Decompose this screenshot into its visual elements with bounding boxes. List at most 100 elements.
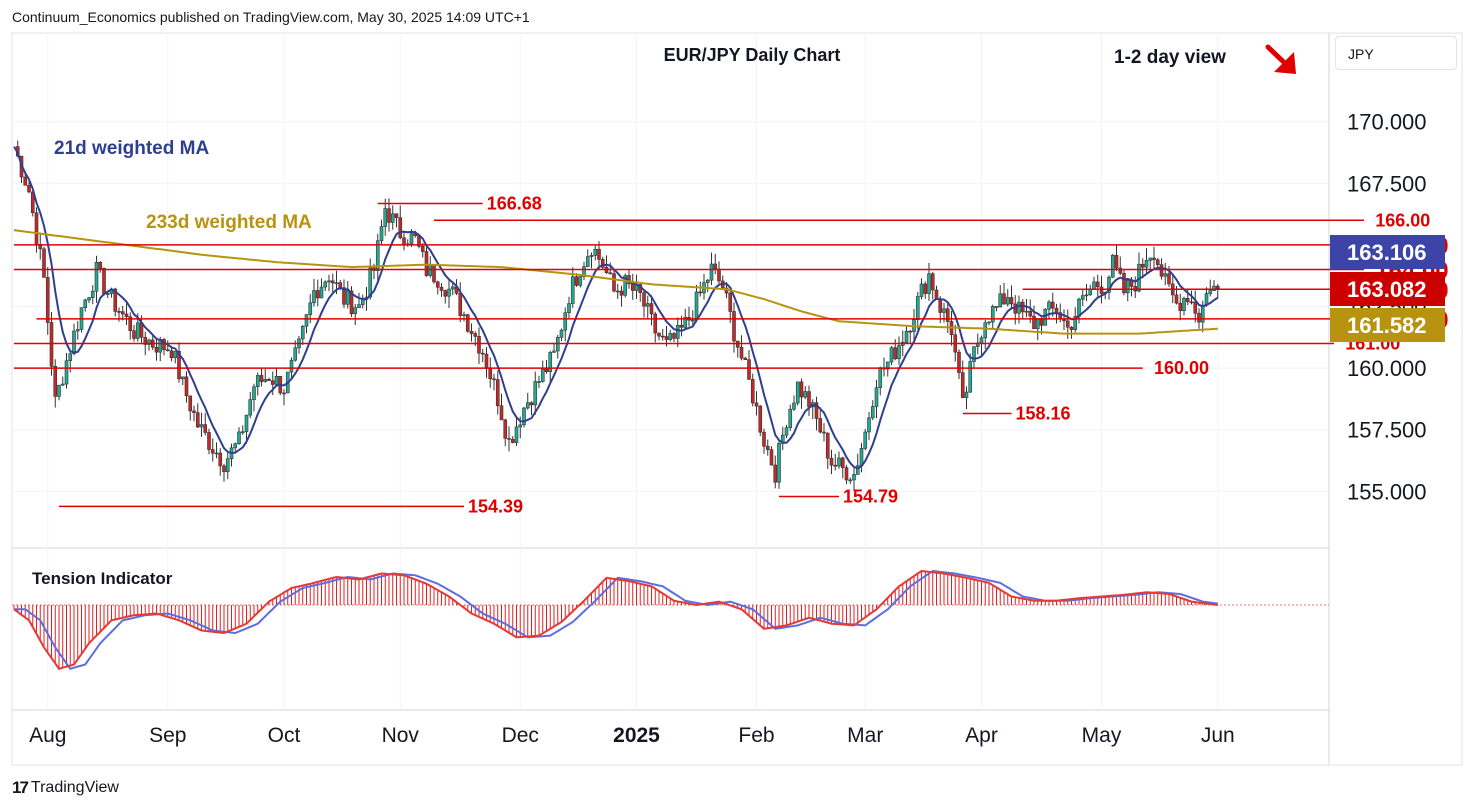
candle-body	[147, 339, 151, 345]
candle	[87, 296, 91, 304]
candle-body	[173, 350, 178, 359]
candle	[229, 443, 234, 467]
ma21-line	[13, 146, 1219, 470]
candle-body	[878, 367, 883, 389]
symbol-label-box[interactable]: JPY	[1335, 36, 1457, 70]
candle	[870, 400, 875, 421]
candle-body	[762, 431, 766, 447]
candle	[848, 477, 853, 485]
candle	[83, 298, 88, 312]
candle-body	[698, 291, 703, 294]
candle-body	[94, 261, 99, 292]
candle-body	[458, 293, 463, 316]
candle-body	[1002, 293, 1006, 305]
candle-body	[143, 336, 148, 345]
candle-body	[154, 346, 159, 353]
candle-body	[1024, 310, 1029, 313]
candle	[769, 446, 774, 466]
candle	[304, 314, 309, 334]
candle	[405, 239, 410, 247]
price-badge-value: 161.582	[1347, 313, 1427, 338]
candle	[792, 395, 796, 411]
candle	[469, 323, 474, 342]
candle	[844, 464, 849, 485]
candle	[597, 241, 601, 271]
candle	[795, 381, 800, 406]
candle-body	[585, 256, 590, 267]
candle-body	[529, 402, 534, 406]
candle	[514, 417, 519, 447]
candle	[443, 289, 448, 304]
candle	[488, 357, 493, 388]
candle-body	[1088, 288, 1093, 296]
candle-body	[23, 176, 28, 186]
candle	[330, 273, 335, 293]
candle	[668, 329, 673, 342]
candle	[994, 306, 999, 312]
candle-body	[353, 307, 358, 315]
x-tick-label: Nov	[382, 724, 420, 747]
candle	[859, 443, 864, 473]
candle-body	[994, 306, 999, 308]
candle-body	[225, 458, 230, 473]
candle	[353, 303, 358, 326]
candle-body	[447, 288, 451, 297]
candle-body	[570, 276, 575, 304]
candle	[1114, 245, 1119, 272]
candle-body	[432, 264, 436, 283]
candle	[195, 403, 200, 429]
candle-body	[477, 336, 481, 354]
candle-body	[480, 352, 485, 355]
candle-body	[267, 379, 271, 382]
candle	[180, 376, 185, 385]
candle	[927, 262, 931, 302]
candle	[593, 244, 598, 261]
candle	[252, 383, 256, 412]
level-label: 160.00	[1154, 358, 1209, 378]
candle-body	[668, 333, 673, 340]
candles	[15, 140, 1220, 492]
candle	[908, 329, 913, 344]
candle-body	[237, 431, 241, 445]
candle	[1178, 293, 1183, 321]
candle	[270, 371, 275, 396]
ma21-label: 21d weighted MA	[54, 138, 209, 159]
candle-body	[1110, 254, 1115, 278]
candle-body	[450, 286, 455, 290]
candle-body	[473, 333, 478, 337]
candle-body	[987, 321, 991, 324]
candle-body	[207, 432, 211, 450]
candle-body	[957, 351, 961, 373]
candle	[915, 291, 920, 330]
tradingview-logo-icon: 17	[12, 778, 29, 797]
candle-body	[990, 306, 995, 323]
candle	[1148, 257, 1153, 271]
candle-body	[619, 290, 624, 296]
candle-body	[694, 291, 699, 321]
candle-body	[184, 376, 189, 397]
candle	[177, 342, 181, 383]
candle	[979, 335, 984, 355]
candle-body	[649, 303, 654, 315]
candle-body	[919, 283, 924, 297]
candle-body	[623, 275, 628, 296]
candle	[1185, 288, 1190, 306]
candle-body	[240, 431, 245, 434]
x-axis: Aug Sep Oct Nov Dec 2025 Feb Mar Apr May Jun	[29, 33, 1235, 747]
candle	[383, 198, 388, 236]
tradingview-logo[interactable]: 17 TradingView	[12, 778, 119, 798]
candle-body	[1212, 285, 1216, 291]
candle	[435, 280, 440, 295]
candle-body	[192, 410, 196, 413]
candle	[878, 366, 883, 396]
candle-body	[833, 464, 838, 467]
candle-body	[75, 329, 80, 332]
candle	[1024, 298, 1029, 318]
candle-body	[548, 352, 553, 373]
price-badges: 163.106 163.082 161.582	[1330, 235, 1445, 342]
x-tick-label: Sep	[149, 724, 186, 747]
candle	[94, 255, 99, 303]
candle-body	[514, 426, 519, 443]
candle-body	[840, 457, 845, 468]
candle	[788, 404, 793, 431]
